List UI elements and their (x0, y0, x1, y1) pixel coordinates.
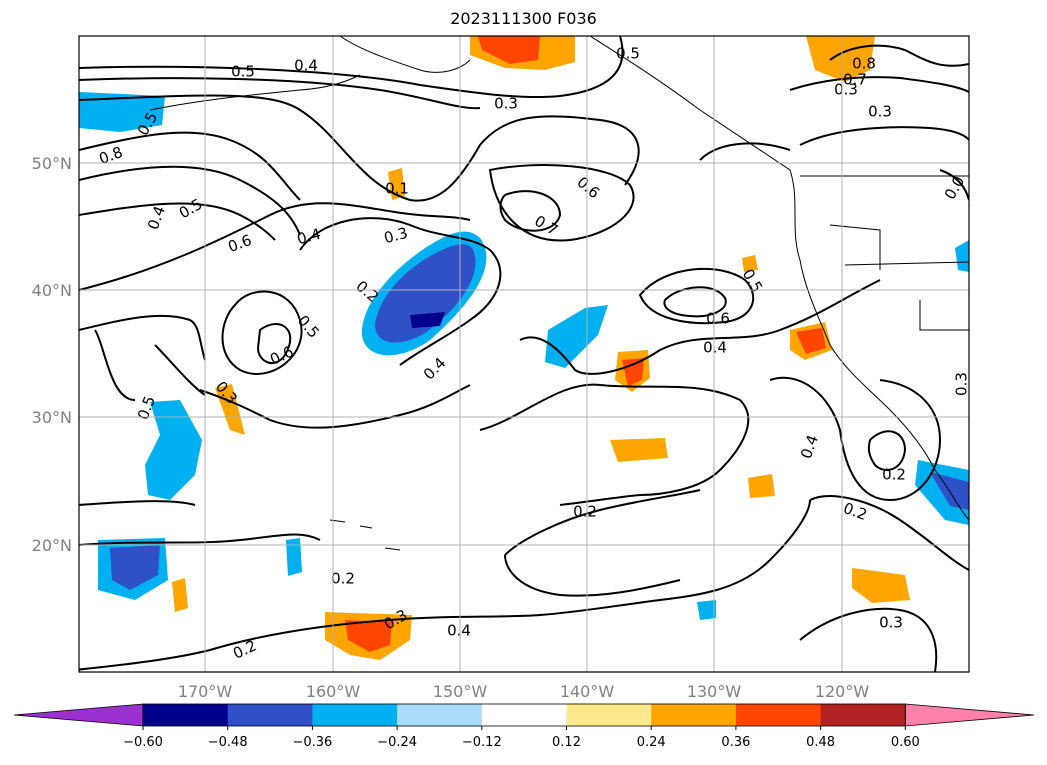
contour-label: 0.4 (797, 433, 822, 462)
contour-label: 0.7 (843, 71, 867, 89)
contour-label: 0.5 (616, 45, 640, 63)
contour-label: 0.4 (144, 204, 169, 233)
colorbar-tick-label: 0.12 (552, 735, 581, 750)
lon-label: 160°W (306, 682, 361, 701)
contour-label: 0.4 (294, 57, 318, 75)
contour-label: 0.4 (447, 622, 471, 640)
contour-label: 0.5 (231, 63, 255, 81)
contour-label: 0.8 (97, 143, 126, 168)
contour-label: 0.4 (703, 339, 727, 357)
colorbar: −0.60 −0.48 −0.36 −0.24 −0.12 0.12 0.24 0.36 0.4… (13, 703, 1035, 750)
colorbar-segment (735, 704, 822, 726)
contour-labels: 0.5 0.40.30.50.80.30.80.50.70.30.60.70.10… (97, 45, 971, 663)
colorbar-segment (397, 704, 483, 726)
colorbar-tick-label: 0.24 (637, 735, 666, 750)
contour-label: 0.5 (739, 266, 767, 296)
lon-label: 140°W (560, 682, 615, 701)
colorbar-segment (566, 704, 652, 726)
colorbar-extend-min (13, 703, 144, 727)
colorbar-segment (312, 704, 398, 726)
colorbar-tick-label: 0.36 (721, 735, 750, 750)
lon-label: 130°W (687, 682, 742, 701)
lat-axis-labels: 50°N 40°N 30°N 20°N (32, 154, 72, 555)
map-frame (78, 35, 970, 673)
lon-label: 170°W (178, 682, 233, 701)
lat-label: 40°N (32, 281, 72, 300)
lat-label: 30°N (32, 408, 72, 427)
contour-label: 0.5 (176, 195, 206, 223)
lon-axis-labels: 170°W 160°W 150°W 140°W 130°W 120°W (178, 682, 870, 701)
colorbar-tick-label: −0.12 (462, 735, 502, 750)
contour-label: 0.6 (267, 342, 296, 368)
colorbar-tick-label: −0.24 (377, 735, 417, 750)
graticule (79, 36, 969, 672)
contour-label: 0.3 (834, 81, 858, 99)
contour-label: 0.6 (573, 173, 603, 202)
lat-label: 20°N (32, 536, 72, 555)
contour-label: 0.2 (230, 636, 259, 662)
contour-label: 0.3 (879, 614, 903, 632)
contour-label: 0.1 (385, 180, 409, 198)
contour-label: 0.8 (852, 55, 876, 73)
contour-label: 0.0 (941, 173, 969, 203)
colorbar-segment (481, 704, 567, 726)
colorbar-tick-label: 0.60 (891, 735, 920, 750)
lon-label: 120°W (815, 682, 870, 701)
colorbar-segment (227, 704, 313, 726)
coastline (149, 36, 969, 551)
colorbar-tick-label: 0.48 (806, 735, 835, 750)
contour-label: 0.3 (953, 372, 971, 396)
colorbar-tick-label: −0.48 (208, 735, 248, 750)
contour-label: 0.7 (531, 212, 561, 240)
colorbar-outline (142, 703, 906, 727)
colorbar-segment (651, 704, 737, 726)
shaded-anomaly-regions (79, 36, 969, 660)
colorbar-tick-label: −0.60 (123, 735, 163, 750)
contour-label: 0.3 (382, 224, 410, 248)
contour-label: 0.6 (706, 310, 730, 328)
contour-label: 0.2 (331, 570, 355, 588)
contour-label: 0.4 (295, 225, 323, 249)
map-area: 0.5 0.40.30.50.80.30.80.50.70.30.60.70.10… (79, 36, 971, 672)
contour-lines (79, 36, 969, 672)
map-title: 2023111300 F036 (450, 9, 597, 28)
contour-label: 0.3 (868, 103, 892, 121)
contour-label: 0.3 (494, 95, 518, 113)
colorbar-segment (820, 704, 906, 726)
lon-label: 150°W (433, 682, 488, 701)
contour-label: 0.2 (573, 503, 597, 521)
lat-label: 50°N (32, 154, 72, 173)
colorbar-segment (143, 704, 229, 726)
contour-label: 0.2 (882, 466, 906, 484)
colorbar-extend-max (904, 703, 1035, 727)
colorbar-tick-label: −0.36 (292, 735, 332, 750)
contour-label: 0.4 (420, 354, 450, 384)
